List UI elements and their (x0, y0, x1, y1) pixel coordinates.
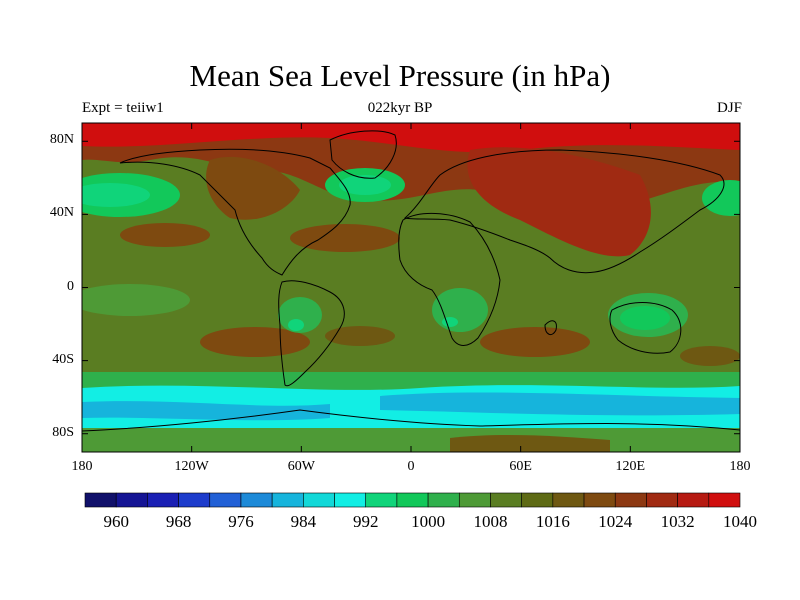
lat-label: 40N (49, 205, 74, 221)
lon-label: 180 (71, 459, 93, 474)
lon-label: 120W (174, 459, 209, 474)
lon-label: 180 (729, 459, 751, 474)
experiment-label: Expt = teiiw1 (82, 100, 164, 116)
antarctica-high (450, 434, 610, 452)
lon-label: 120E (615, 459, 646, 474)
pressure-field (82, 123, 740, 452)
colorbar-segment (708, 492, 741, 508)
lat-label: 40S (52, 351, 74, 367)
lat-label: 0 (67, 278, 74, 294)
coastlines (82, 130, 740, 432)
colorbar-segment (115, 492, 148, 508)
antarctica-outline (82, 409, 740, 432)
colorbar-segment (271, 492, 304, 508)
season-label: DJF (716, 100, 742, 116)
colorbar-segment (365, 492, 398, 508)
australia-low-core (620, 306, 670, 330)
colorbar-segment (209, 492, 242, 508)
south-america-outline (278, 280, 345, 387)
colorbar-segment (303, 492, 335, 508)
colorbar-segment (490, 492, 522, 508)
africa-outline (398, 212, 501, 346)
pacific-high (120, 223, 210, 247)
greenland-outline (329, 130, 397, 179)
colorbar-segment (614, 492, 647, 508)
colorbar-segment (677, 492, 710, 508)
band-south-blue-2 (380, 392, 740, 416)
africa-low (432, 288, 488, 332)
colorbar-label: 1040 (723, 512, 757, 531)
lat-label: 80S (52, 424, 74, 440)
colorbar-segment (646, 492, 678, 508)
colorbar-label: 1008 (473, 512, 508, 531)
colorbar-segment (396, 492, 429, 508)
colorbar-label: 976 (228, 512, 254, 531)
colorbar-label: 1024 (598, 512, 633, 531)
colorbar-label: 984 (290, 512, 317, 531)
colorbar-segment (521, 492, 554, 508)
lon-label: 60E (509, 459, 532, 474)
lat-label: 80N (49, 132, 74, 148)
icelandic-low-core (339, 175, 391, 195)
azores-high (290, 224, 400, 252)
colorbar-segment (552, 492, 585, 508)
pacific-low-east (702, 180, 740, 216)
lon-label: 0 (407, 459, 415, 474)
colorbar-label: 992 (352, 512, 379, 531)
pacific-trough (82, 284, 190, 316)
madagascar-outline (544, 320, 557, 336)
aleutian-low-core (82, 183, 150, 207)
south-pacific-high-east (680, 346, 740, 366)
colorbar-segment (583, 492, 616, 508)
colorbar-segment (178, 492, 211, 508)
time-label: 022kyr BP (367, 100, 433, 116)
colorbar-segment (147, 492, 179, 508)
australia-outline (609, 302, 682, 354)
south-pacific-high (200, 327, 310, 357)
colorbar-label: 1032 (660, 512, 695, 531)
colorbar-segment (84, 492, 117, 508)
colorbar-segment (458, 492, 491, 508)
africa-low-core (442, 317, 458, 327)
lon-label: 60W (287, 459, 315, 474)
band-south-blue (82, 401, 330, 421)
south-atlantic-high (325, 326, 395, 346)
colorbar-label: 1016 (535, 512, 570, 531)
indian-ocean-high (480, 327, 590, 357)
south-america-low-core (288, 319, 304, 331)
eurasia-outline (403, 149, 725, 274)
siberian-high (467, 147, 651, 257)
lon-ticks (81, 123, 741, 452)
colorbar-label: 1000 (411, 512, 446, 531)
colorbar-segment (240, 492, 273, 508)
map-title: Mean Sea Level Pressure (in hPa) (189, 58, 611, 93)
lat-ticks (82, 140, 740, 435)
colorbar-label: 968 (165, 512, 192, 531)
colorbar-segment (334, 492, 367, 508)
colorbar-label: 960 (103, 512, 129, 531)
north-high-core (82, 123, 740, 153)
north-america-outline (119, 148, 351, 276)
colorbar (84, 492, 741, 508)
colorbar-segment (427, 492, 460, 508)
